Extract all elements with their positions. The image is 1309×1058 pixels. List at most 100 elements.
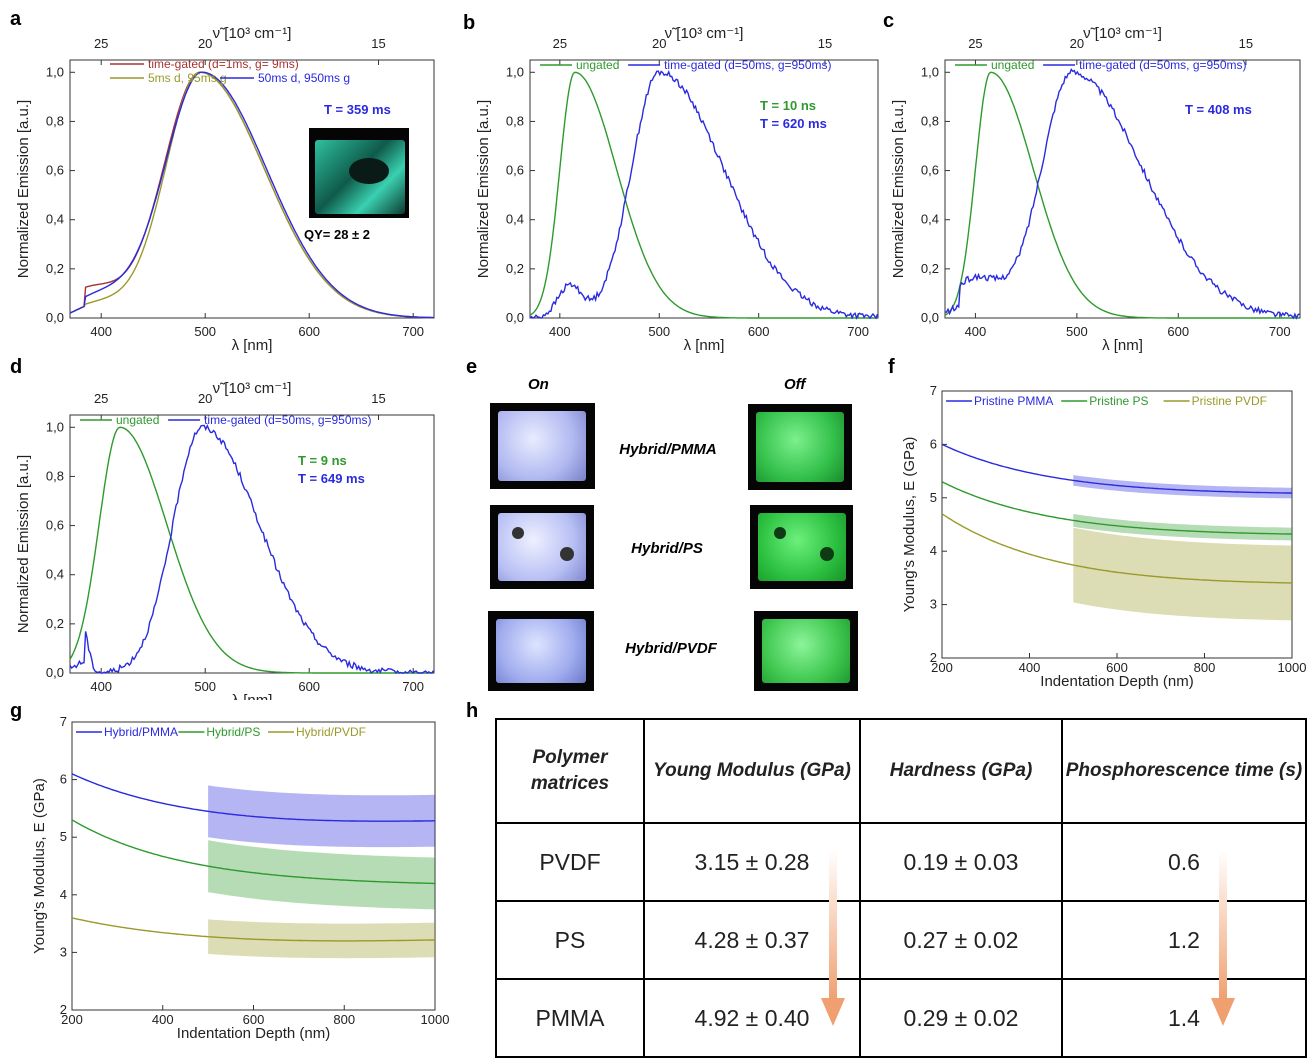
column-on: On bbox=[528, 376, 549, 393]
col-header-hardness: Hardness (GPa) bbox=[859, 718, 1063, 824]
y-tick-label: 2 bbox=[60, 1002, 67, 1017]
photo-pvdf-off bbox=[754, 611, 858, 691]
table-cell: 0.19 ± 0.03 bbox=[859, 822, 1063, 902]
y-tick-label: 0,2 bbox=[46, 261, 64, 276]
legend-label: 5ms d, 95ms g bbox=[148, 71, 227, 85]
y-tick-label: 1,0 bbox=[921, 64, 939, 79]
y-tick-label: 2 bbox=[930, 650, 937, 665]
series-line bbox=[71, 773, 435, 822]
y-tick-label: 3 bbox=[60, 944, 67, 959]
y-axis-label: Normalized Emission [a.u.] bbox=[15, 455, 32, 633]
annotation-fluor: T = 9 ns bbox=[298, 453, 347, 468]
panel-letter-a: a bbox=[10, 8, 22, 30]
y-tick-label: 0,6 bbox=[921, 163, 939, 178]
y-tick-label: 0,6 bbox=[46, 518, 64, 533]
series-line bbox=[71, 917, 436, 942]
y-axis-label: Normalized Emission [a.u.] bbox=[475, 100, 492, 278]
y-axis-label: Normalized Emission [a.u.] bbox=[15, 100, 32, 278]
x-tick-label: 600 bbox=[748, 324, 770, 339]
series-line bbox=[69, 426, 434, 674]
y-tick-label: 0,4 bbox=[921, 212, 939, 227]
table-cell: 0.6 bbox=[1061, 822, 1307, 902]
annotation-fluor: T = 10 ns bbox=[760, 98, 816, 113]
table-cell: 0.29 ± 0.02 bbox=[859, 978, 1063, 1058]
x-tick-label: 400 bbox=[965, 324, 987, 339]
x-tick-label: 800 bbox=[333, 1012, 355, 1027]
y-tick-label: 4 bbox=[60, 887, 67, 902]
table-cell: 1.4 bbox=[1061, 978, 1307, 1058]
plot-frame bbox=[69, 59, 435, 319]
plot-frame bbox=[944, 59, 1301, 319]
top-tick-label: 20 bbox=[198, 391, 212, 406]
top-tick-label: 25 bbox=[968, 36, 982, 51]
chart-f: 200 400 600 800 1000 2 3 4 5 6 7 Indentation Depth … bbox=[901, 383, 1307, 690]
annotation-phos: T = 408 ms bbox=[1185, 102, 1252, 117]
legend-label: time-gated (d=50ms, g=950ms) bbox=[204, 413, 371, 427]
table-cell: PVDF bbox=[495, 822, 645, 902]
error-band bbox=[208, 840, 435, 910]
legend-label: Hybrid/PMMA bbox=[104, 725, 178, 739]
y-tick-label: 0,8 bbox=[46, 113, 64, 128]
y-tick-label: 3 bbox=[930, 597, 937, 612]
y-tick-label: 0,0 bbox=[46, 665, 64, 680]
legend-label: Pristine PS bbox=[1089, 394, 1148, 408]
y-tick-label: 0,2 bbox=[506, 261, 524, 276]
x-tick-label: 700 bbox=[402, 679, 424, 694]
panel-letter-c: c bbox=[883, 10, 895, 32]
col-header-phosphorescence: Phosphorescence time (s) bbox=[1061, 718, 1307, 824]
chart-c: 400 500 600 700 0,0 0,2 0,4 0,6 0,8 1,0 25 20 15 ν̃ [… bbox=[890, 25, 1301, 354]
x-axis-label: λ [nm] bbox=[232, 337, 273, 354]
series-line bbox=[944, 67, 1300, 320]
panel-letter-h: h bbox=[466, 700, 479, 722]
legend-label: ungated bbox=[991, 58, 1034, 72]
panel-letter-f: f bbox=[888, 356, 895, 378]
panel-letter-g: g bbox=[10, 700, 23, 722]
x-tick-label: 200 bbox=[931, 660, 953, 675]
x-tick-label: 200 bbox=[61, 1012, 83, 1027]
series-line bbox=[941, 481, 1292, 535]
panel-letter-d: d bbox=[10, 356, 23, 378]
x-tick-label: 1000 bbox=[421, 1012, 450, 1027]
x-axis-label: λ [nm] bbox=[232, 692, 273, 700]
x-tick-label: 500 bbox=[1066, 324, 1088, 339]
y-tick-label: 5 bbox=[60, 829, 67, 844]
series-line bbox=[529, 69, 879, 320]
y-tick-label: 1,0 bbox=[506, 64, 524, 79]
x-tick-label: 500 bbox=[648, 324, 670, 339]
photo-pmma-off bbox=[748, 404, 852, 490]
label-hybrid-pmma: Hybrid/PMMA bbox=[619, 441, 717, 458]
error-band bbox=[1073, 527, 1292, 621]
x-tick-label: 400 bbox=[90, 324, 112, 339]
y-tick-label: 0,4 bbox=[46, 567, 64, 582]
col-header-polymer: Polymer matrices bbox=[495, 718, 645, 824]
y-tick-label: 0,2 bbox=[46, 616, 64, 631]
series-line bbox=[529, 71, 878, 319]
series-line bbox=[69, 423, 435, 675]
top-tick-label: 15 bbox=[371, 391, 385, 406]
x-tick-label: 1000 bbox=[1278, 660, 1307, 675]
error-band bbox=[208, 785, 435, 848]
top-axis-label: ν̃ [10³ cm⁻¹] bbox=[213, 25, 292, 42]
top-axis-label: ν̃ [10³ cm⁻¹] bbox=[665, 25, 744, 42]
sample-photo-a bbox=[309, 128, 409, 218]
x-tick-label: 500 bbox=[194, 679, 216, 694]
series-line bbox=[69, 71, 434, 319]
series-line bbox=[71, 819, 436, 885]
chart-b: 400 500 600 700 0,0 0,2 0,4 0,6 0,8 1,0 25 20 15 ν̃ [… bbox=[475, 25, 879, 354]
series-line bbox=[944, 71, 1300, 319]
legend-label: Hybrid/PVDF bbox=[296, 725, 366, 739]
y-tick-label: 7 bbox=[60, 714, 67, 729]
col-header-young: Young Modulus (GPa) bbox=[643, 718, 861, 824]
x-tick-label: 400 bbox=[549, 324, 571, 339]
x-tick-label: 700 bbox=[1269, 324, 1291, 339]
y-tick-label: 0,8 bbox=[46, 468, 64, 483]
y-tick-label: 0,0 bbox=[46, 310, 64, 325]
table-cell: PMMA bbox=[495, 978, 645, 1058]
trend-arrow-modulus bbox=[821, 850, 845, 1026]
x-axis-label: λ [nm] bbox=[684, 337, 725, 354]
table-cell: 4.92 ± 0.40 bbox=[643, 978, 861, 1058]
top-axis-label: ν̃ [10³ cm⁻¹] bbox=[1083, 25, 1162, 42]
legend-label: Pristine PMMA bbox=[974, 394, 1053, 408]
x-axis-label: Indentation Depth (nm) bbox=[1040, 673, 1193, 690]
legend-label: ungated bbox=[576, 58, 619, 72]
